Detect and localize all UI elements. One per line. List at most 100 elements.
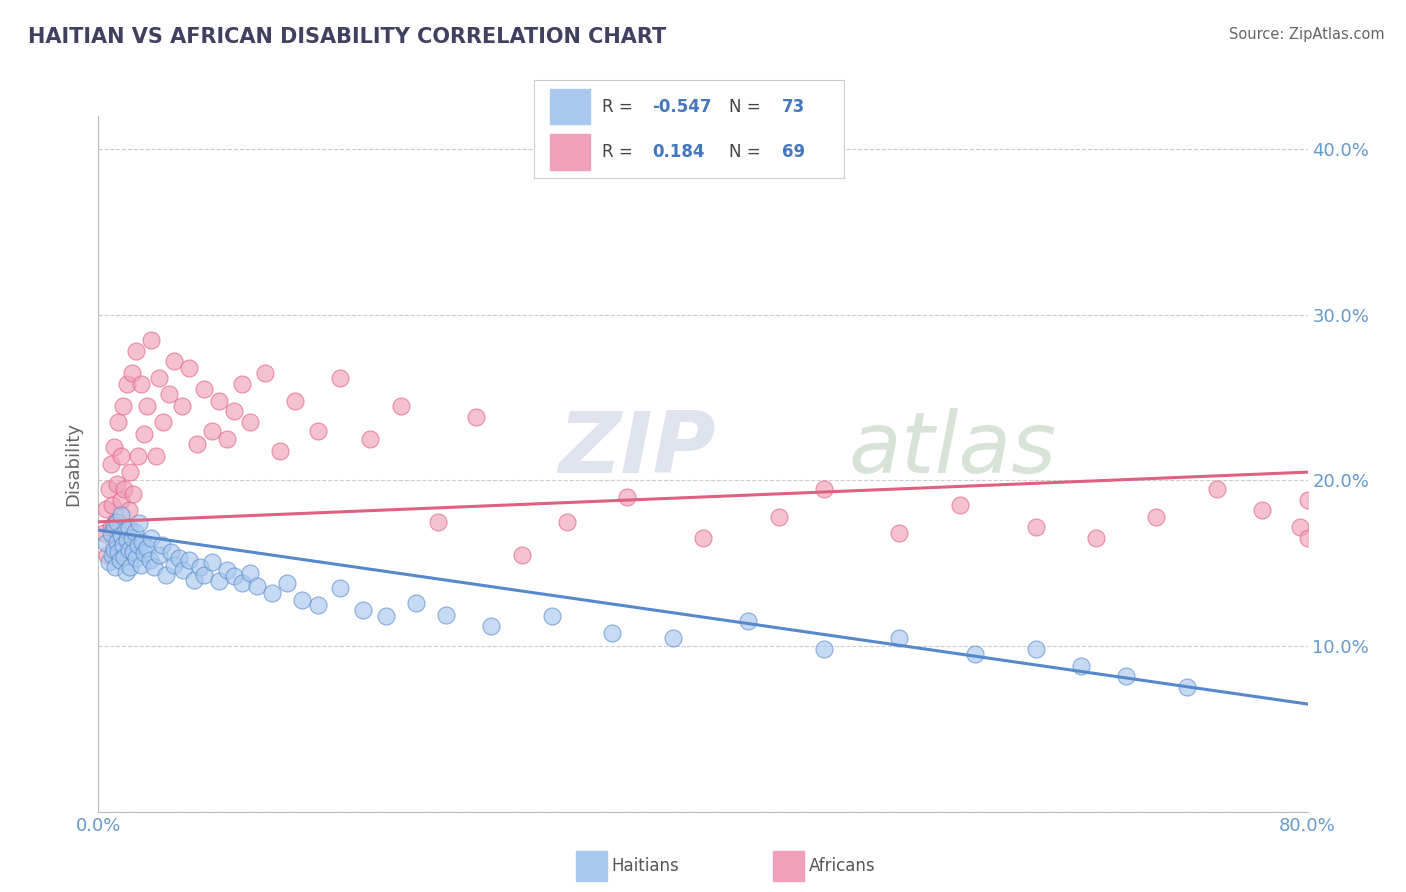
Point xyxy=(114,520,136,534)
Point xyxy=(813,482,835,496)
Point xyxy=(1024,642,1046,657)
Point xyxy=(111,399,134,413)
Point xyxy=(170,399,193,413)
Point xyxy=(1024,520,1046,534)
Text: 0.184: 0.184 xyxy=(652,143,704,161)
Point xyxy=(104,515,127,529)
Point xyxy=(131,534,153,549)
Point xyxy=(510,548,533,562)
Point xyxy=(148,548,170,562)
Point xyxy=(125,344,148,359)
Point xyxy=(107,416,129,430)
Point xyxy=(1175,681,1198,695)
Point xyxy=(246,579,269,593)
Point xyxy=(1296,493,1319,508)
Point xyxy=(132,546,155,560)
Point xyxy=(112,549,135,564)
Point xyxy=(692,532,714,546)
Point xyxy=(269,443,291,458)
Point xyxy=(481,619,503,633)
Point xyxy=(120,559,142,574)
Point xyxy=(135,399,157,413)
Point xyxy=(141,333,163,347)
Point xyxy=(103,518,125,533)
Point xyxy=(208,393,231,408)
Point xyxy=(224,404,246,418)
Point xyxy=(163,558,186,572)
Point xyxy=(98,482,121,496)
Point xyxy=(103,536,125,550)
Point xyxy=(1085,532,1108,546)
Point xyxy=(110,449,132,463)
Point xyxy=(121,366,143,380)
Point xyxy=(167,551,190,566)
Point xyxy=(434,607,457,622)
Text: 69: 69 xyxy=(782,143,804,161)
Point xyxy=(150,538,173,552)
Point xyxy=(105,476,128,491)
Point xyxy=(94,536,117,550)
Point xyxy=(231,576,253,591)
Point xyxy=(115,377,138,392)
Point xyxy=(465,410,488,425)
Point xyxy=(110,493,132,508)
Point xyxy=(540,609,562,624)
Bar xyxy=(550,89,591,124)
Point xyxy=(352,602,374,616)
Text: Source: ZipAtlas.com: Source: ZipAtlas.com xyxy=(1229,27,1385,42)
Point xyxy=(262,586,284,600)
Point xyxy=(141,532,163,546)
Point xyxy=(427,515,450,529)
Y-axis label: Disability: Disability xyxy=(65,422,83,506)
Point xyxy=(148,370,170,384)
Point xyxy=(127,538,149,552)
Point xyxy=(139,553,162,567)
Point xyxy=(105,534,128,549)
Point xyxy=(208,574,231,589)
Point xyxy=(374,609,396,624)
Point xyxy=(108,553,131,567)
Point xyxy=(768,509,790,524)
Text: Africans: Africans xyxy=(808,857,875,875)
Point xyxy=(616,490,638,504)
Point xyxy=(118,521,141,535)
Point xyxy=(231,377,253,392)
Point xyxy=(124,524,146,539)
Point xyxy=(1115,669,1137,683)
Point xyxy=(307,424,329,438)
Point xyxy=(183,573,205,587)
Point xyxy=(179,553,201,567)
Point xyxy=(307,598,329,612)
Point xyxy=(179,360,201,375)
Point xyxy=(1144,509,1167,524)
Point xyxy=(103,440,125,454)
Point xyxy=(93,526,115,541)
Point xyxy=(103,543,125,558)
Point xyxy=(737,614,759,628)
Point xyxy=(145,449,167,463)
Point xyxy=(215,432,238,446)
Point xyxy=(555,515,578,529)
Point xyxy=(291,592,314,607)
Point xyxy=(125,551,148,566)
Point xyxy=(201,424,224,438)
Point xyxy=(405,596,427,610)
Point xyxy=(94,501,117,516)
Point xyxy=(135,541,157,556)
Point xyxy=(121,532,143,546)
Point xyxy=(602,625,624,640)
Point xyxy=(329,581,352,595)
Point xyxy=(662,631,685,645)
Point xyxy=(1206,482,1229,496)
Point xyxy=(143,559,166,574)
Point xyxy=(108,532,131,546)
Point xyxy=(110,528,132,542)
Point xyxy=(1289,520,1312,534)
Point xyxy=(129,558,152,572)
Point xyxy=(114,523,136,537)
Point xyxy=(110,508,132,523)
Point xyxy=(1296,532,1319,546)
Point xyxy=(949,498,972,512)
Point xyxy=(152,416,174,430)
Point xyxy=(115,533,138,547)
